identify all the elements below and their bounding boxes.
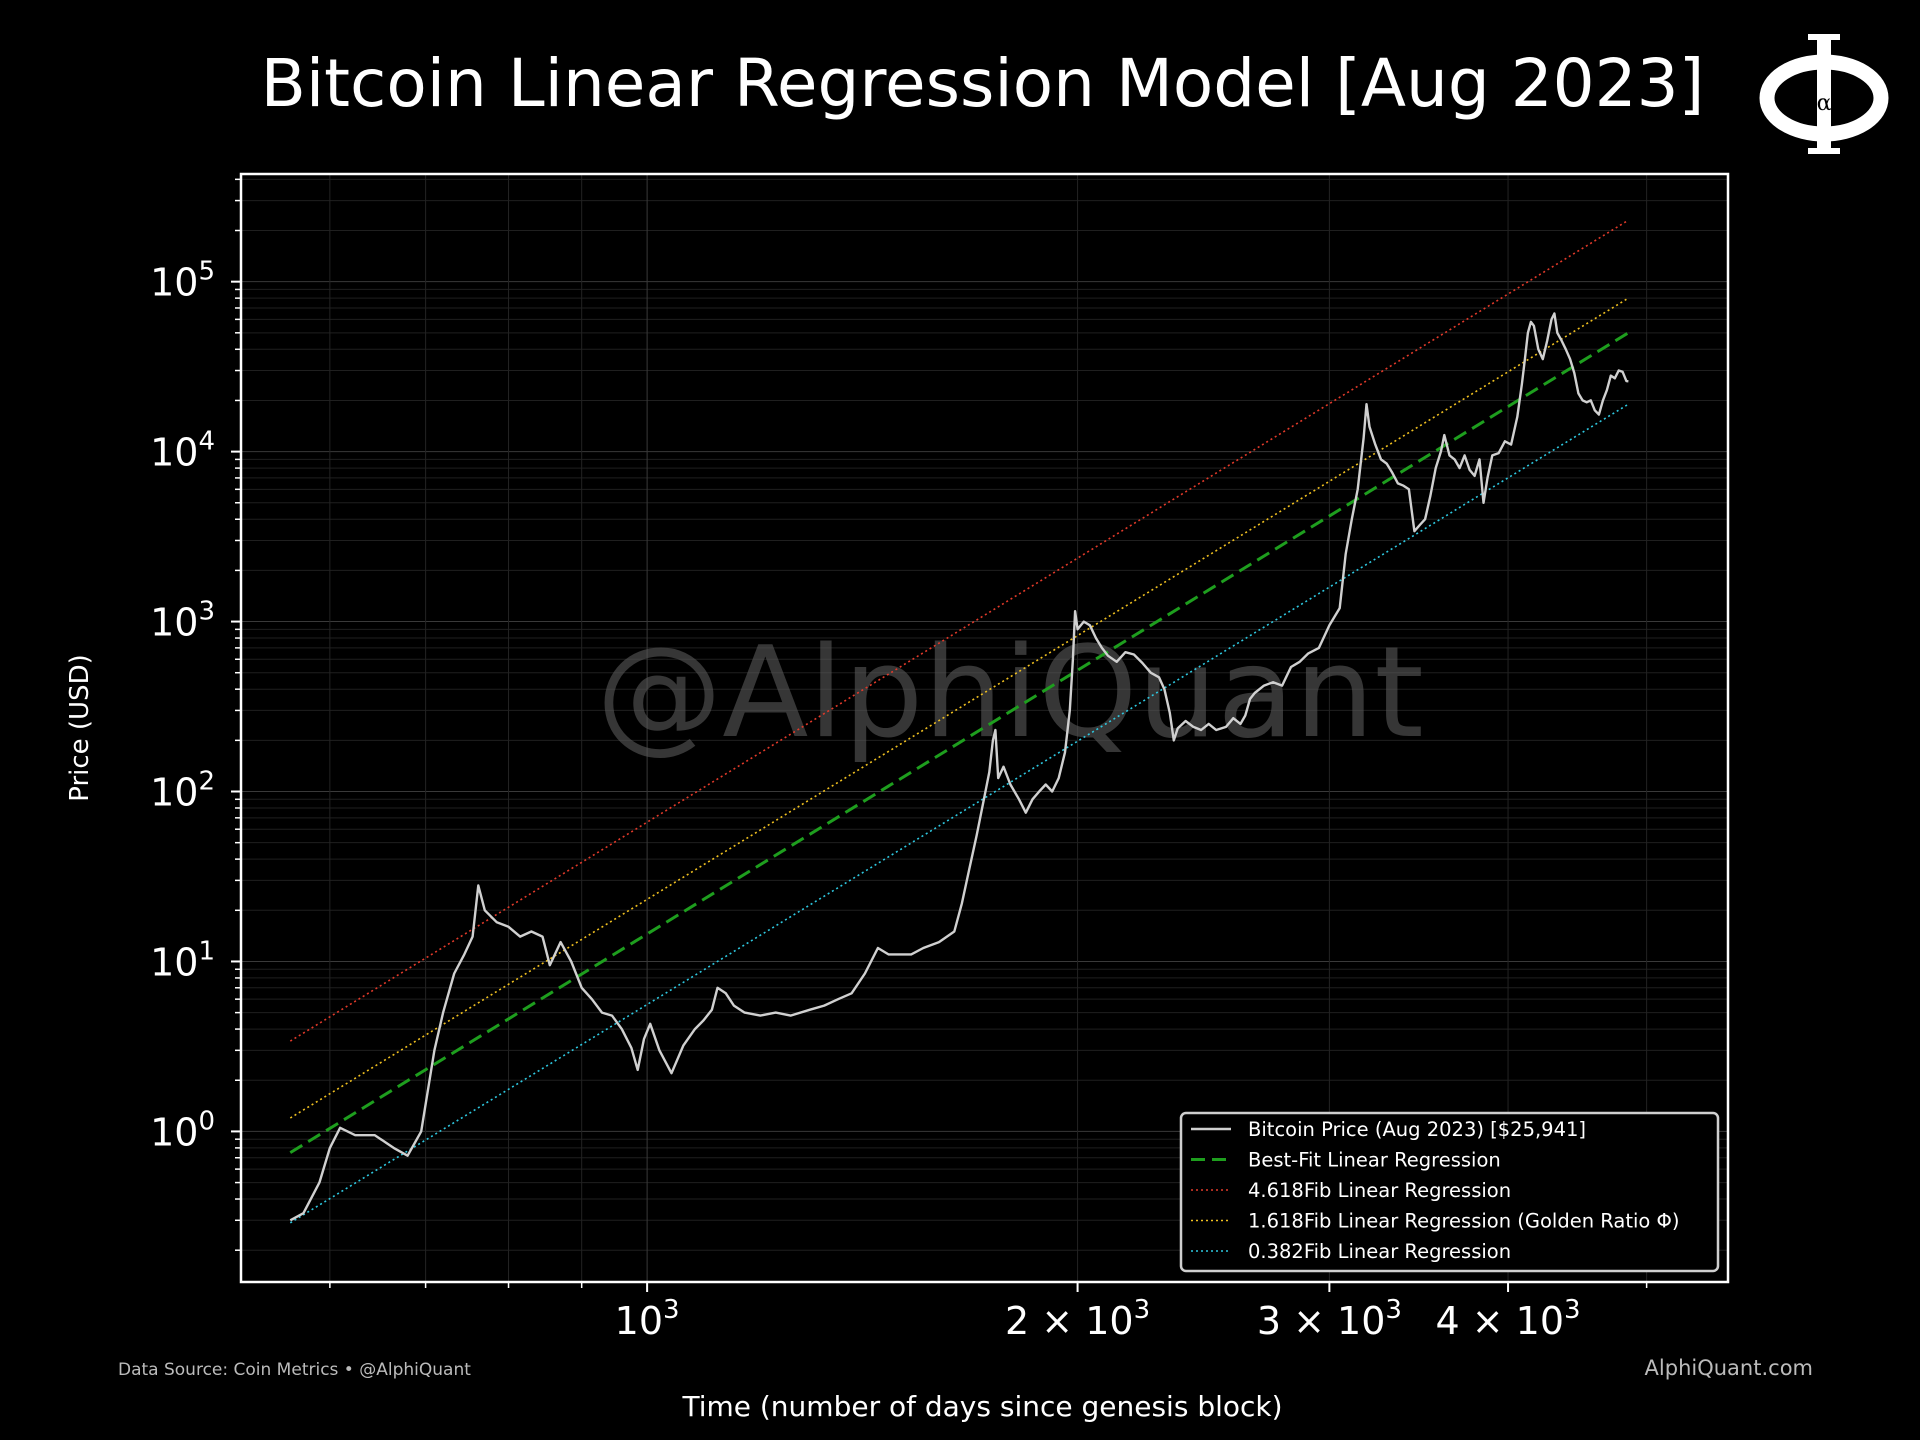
x-tick-label-2: 3 × 103 bbox=[1257, 1295, 1402, 1343]
y-tick-label-1: 101 bbox=[150, 936, 215, 984]
y-axis-label: Price (USD) bbox=[65, 654, 95, 802]
x-tick-label-1: 2 × 103 bbox=[1005, 1295, 1150, 1343]
series-layer bbox=[289, 219, 1630, 1224]
series-line-1 bbox=[289, 331, 1630, 1154]
series-line-2 bbox=[289, 219, 1629, 1042]
x-axis-label: Time (number of days since genesis block… bbox=[682, 1390, 1283, 1423]
data-source-note: Data Source: Coin Metrics • @AlphiQuant bbox=[118, 1360, 471, 1380]
x-tick-label-0: 103 bbox=[615, 1295, 680, 1343]
plot-background bbox=[241, 174, 1728, 1282]
y-tick-label-4: 104 bbox=[150, 427, 215, 475]
legend-label-1: Best-Fit Linear Regression bbox=[1248, 1149, 1501, 1172]
x-tick-label-3: 4 × 103 bbox=[1436, 1295, 1581, 1343]
y-tick-label-0: 100 bbox=[150, 1106, 215, 1154]
axis-ticks: 100 101 102 103 104 105 103 2 × 103 3 × 103 4 × 1… bbox=[150, 178, 1648, 1343]
legend-box bbox=[1179, 1111, 1720, 1273]
site-link: AlphiQuant.com bbox=[1644, 1356, 1813, 1380]
chart-title: Bitcoin Linear Regression Model [Aug 202… bbox=[260, 45, 1705, 122]
y-tick-label-5: 105 bbox=[150, 257, 215, 305]
phi-alpha-logo-icon: α bbox=[1759, 34, 1889, 154]
legend-label-3: 1.618Fib Linear Regression (Golden Ratio… bbox=[1248, 1210, 1680, 1233]
y-tick-label-2: 102 bbox=[150, 767, 215, 815]
series-line-3 bbox=[289, 297, 1629, 1119]
legend-label-2: 4.618Fib Linear Regression bbox=[1248, 1179, 1511, 1202]
y-tick-label-3: 103 bbox=[150, 597, 215, 645]
watermark: @AlphiQuant bbox=[596, 619, 1424, 766]
series-line-4 bbox=[289, 403, 1629, 1224]
legend-label-0: Bitcoin Price (Aug 2023) [$25,941] bbox=[1248, 1118, 1586, 1141]
legend-label-4: 0.382Fib Linear Regression bbox=[1248, 1240, 1511, 1263]
logo-alpha: α bbox=[1817, 91, 1832, 116]
plot-frame bbox=[239, 172, 1730, 1284]
series-line-0 bbox=[289, 312, 1629, 1222]
legend: Bitcoin Price (Aug 2023) [$25,941] Best-F… bbox=[1179, 1111, 1720, 1273]
